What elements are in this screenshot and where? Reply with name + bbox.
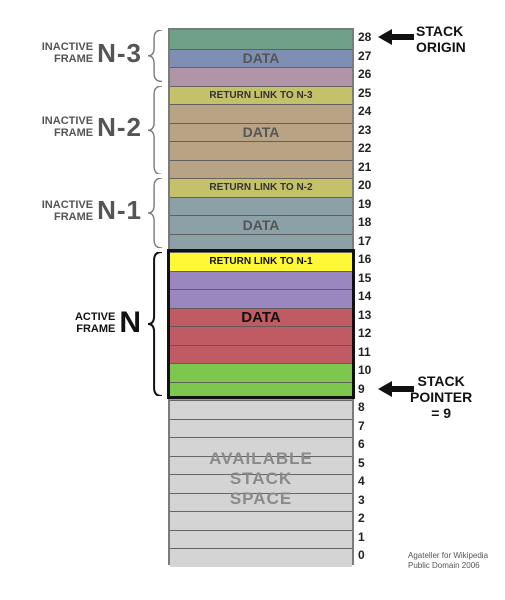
- row-number-25: 25: [358, 86, 371, 100]
- frame-label-n-1: INACTIVEFRAMEN-1: [12, 195, 142, 226]
- stack-row-10: [170, 363, 352, 382]
- row-number-14: 14: [358, 289, 371, 303]
- row-number-16: 16: [358, 252, 371, 266]
- row-number-19: 19: [358, 197, 371, 211]
- row-number-12: 12: [358, 326, 371, 340]
- row-number-0: 0: [358, 548, 365, 562]
- row-number-13: 13: [358, 308, 371, 322]
- stack-row-26: [170, 67, 352, 86]
- row-number-7: 7: [358, 419, 365, 433]
- row-number-2: 2: [358, 511, 365, 525]
- stack-row-13: DATA: [170, 308, 352, 327]
- brace-n-1: [146, 178, 164, 248]
- arrow-left-icon: [378, 381, 414, 397]
- stack-row-23: DATA: [170, 123, 352, 142]
- stack-row-21: [170, 160, 352, 179]
- row-number-17: 17: [358, 234, 371, 248]
- stack-row-16: RETURN LINK TO N-1: [170, 252, 352, 271]
- stack-row-12: [170, 326, 352, 345]
- stack-pointer-label: STACK POINTER = 9: [410, 373, 472, 421]
- credit-text: Agateller for Wikipedia Public Domain 20…: [408, 551, 488, 571]
- available-line3: SPACE: [230, 489, 292, 508]
- row-number-3: 3: [358, 493, 365, 507]
- stack-row-1: [170, 530, 352, 549]
- row-number-4: 4: [358, 474, 365, 488]
- frame-label-n: ACTIVEFRAMEN: [12, 306, 142, 340]
- row-number-11: 11: [358, 345, 371, 359]
- stack-origin-line2: ORIGIN: [416, 39, 466, 55]
- stack-row-17: [170, 234, 352, 253]
- row-number-1: 1: [358, 530, 365, 544]
- stack-row-11: [170, 345, 352, 364]
- arrow-left-icon: [378, 29, 414, 45]
- stack-row-25: RETURN LINK TO N-3: [170, 86, 352, 105]
- credit-line1: Agateller for Wikipedia: [408, 551, 488, 560]
- stack-row-2: [170, 511, 352, 530]
- credit-line2: Public Domain 2006: [408, 561, 480, 570]
- row-number-28: 28: [358, 30, 371, 44]
- row-number-6: 6: [358, 437, 365, 451]
- row-number-5: 5: [358, 456, 365, 470]
- stack-row-8: [170, 400, 352, 419]
- stack-origin-line1: STACK: [416, 23, 463, 39]
- stack-origin-label: STACK ORIGIN: [416, 23, 466, 55]
- row-number-23: 23: [358, 123, 371, 137]
- stack-pointer-line3: = 9: [431, 405, 451, 421]
- available-space-label: AVAILABLE STACK SPACE: [168, 449, 354, 509]
- stack-row-7: [170, 419, 352, 438]
- stack-row-27: DATA: [170, 49, 352, 68]
- stack-row-9: [170, 382, 352, 401]
- row-number-9: 9: [358, 382, 365, 396]
- frame-label-n-2: INACTIVEFRAMEN-2: [12, 112, 142, 143]
- stack-row-24: [170, 104, 352, 123]
- row-number-8: 8: [358, 400, 365, 414]
- row-number-15: 15: [358, 271, 371, 285]
- row-number-18: 18: [358, 215, 371, 229]
- stack-row-20: RETURN LINK TO N-2: [170, 178, 352, 197]
- available-line2: STACK: [230, 469, 292, 488]
- brace-n-3: [146, 30, 164, 82]
- row-number-21: 21: [358, 160, 371, 174]
- stack-pointer-line2: POINTER: [410, 389, 472, 405]
- stack-row-18: DATA: [170, 215, 352, 234]
- stack-row-14: [170, 289, 352, 308]
- brace-n: [146, 252, 164, 396]
- stack-row-15: [170, 271, 352, 290]
- row-number-10: 10: [358, 363, 371, 377]
- stack-row-19: [170, 197, 352, 216]
- frame-label-n-3: INACTIVEFRAMEN-3: [12, 38, 142, 69]
- row-number-26: 26: [358, 67, 371, 81]
- stack-pointer-line1: STACK: [418, 373, 465, 389]
- row-number-24: 24: [358, 104, 371, 118]
- stack-row-22: [170, 141, 352, 160]
- stack-row-0: [170, 548, 352, 567]
- stack-diagram: DATA RETURN LINK TO N-3 DATA RETURN LINK TO…: [0, 0, 505, 600]
- stack-row-28: [170, 30, 352, 49]
- brace-n-2: [146, 86, 164, 175]
- row-number-22: 22: [358, 141, 371, 155]
- available-line1: AVAILABLE: [209, 449, 313, 468]
- row-number-27: 27: [358, 49, 371, 63]
- row-number-20: 20: [358, 178, 371, 192]
